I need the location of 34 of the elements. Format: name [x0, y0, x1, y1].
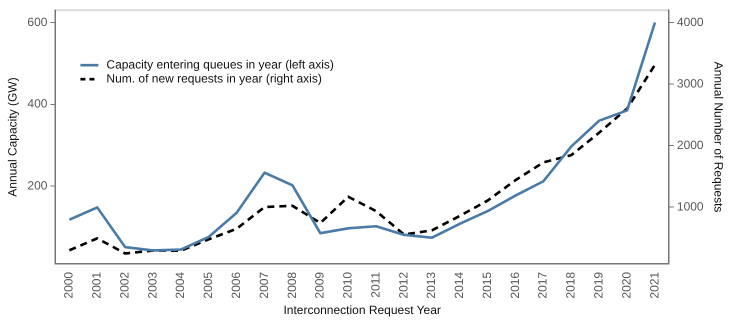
x-tick-label: 2014	[452, 272, 466, 299]
x-tick-label: 2017	[536, 272, 550, 299]
x-tick-label: 2012	[396, 272, 410, 299]
y-tick-label: 400	[27, 96, 48, 111]
x-tick-label: 2006	[228, 272, 243, 299]
x-tick-label: 2013	[424, 272, 438, 299]
legend-label: Capacity entering queues in year (left axis)	[106, 58, 334, 72]
y2-tick-label: 4000	[676, 14, 704, 29]
x-tick-label: 2003	[145, 272, 160, 299]
legend-label: Num. of new requests in year (right axis)	[106, 72, 322, 86]
x-tick-label: 2008	[284, 272, 299, 299]
x-tick-label: 2001	[90, 272, 104, 299]
x-tick-label: 2015	[480, 272, 494, 299]
x-tick-label: 2018	[564, 272, 578, 299]
x-tick-label: 2009	[312, 272, 327, 299]
x-tick-label: 2021	[647, 272, 662, 299]
x-axis-title: Interconnection Request Year	[283, 303, 441, 318]
y-tick-label: 600	[27, 14, 48, 29]
x-tick-label: 2000	[62, 272, 76, 299]
x-tick-label: 2002	[117, 272, 132, 299]
x-tick-label: 2005	[201, 272, 216, 299]
y2-tick-label: 3000	[676, 76, 704, 90]
x-tick-label: 2010	[340, 272, 355, 299]
y2-tick-label: 2000	[676, 138, 704, 152]
y2-tick-label: 1000	[676, 199, 704, 214]
x-tick-label: 2004	[173, 272, 188, 299]
x-tick-label: 2011	[368, 272, 382, 298]
y2-axis-title: Annual Number of Requests	[711, 62, 726, 212]
x-tick-label: 2019	[592, 272, 606, 299]
x-tick-label: 2007	[256, 272, 271, 299]
x-tick-label: 2020	[619, 272, 634, 299]
y-tick-label: 200	[27, 178, 48, 192]
y-axis-title: Annual Capacity (GW)	[6, 77, 20, 197]
x-tick-label: 2016	[508, 272, 522, 299]
